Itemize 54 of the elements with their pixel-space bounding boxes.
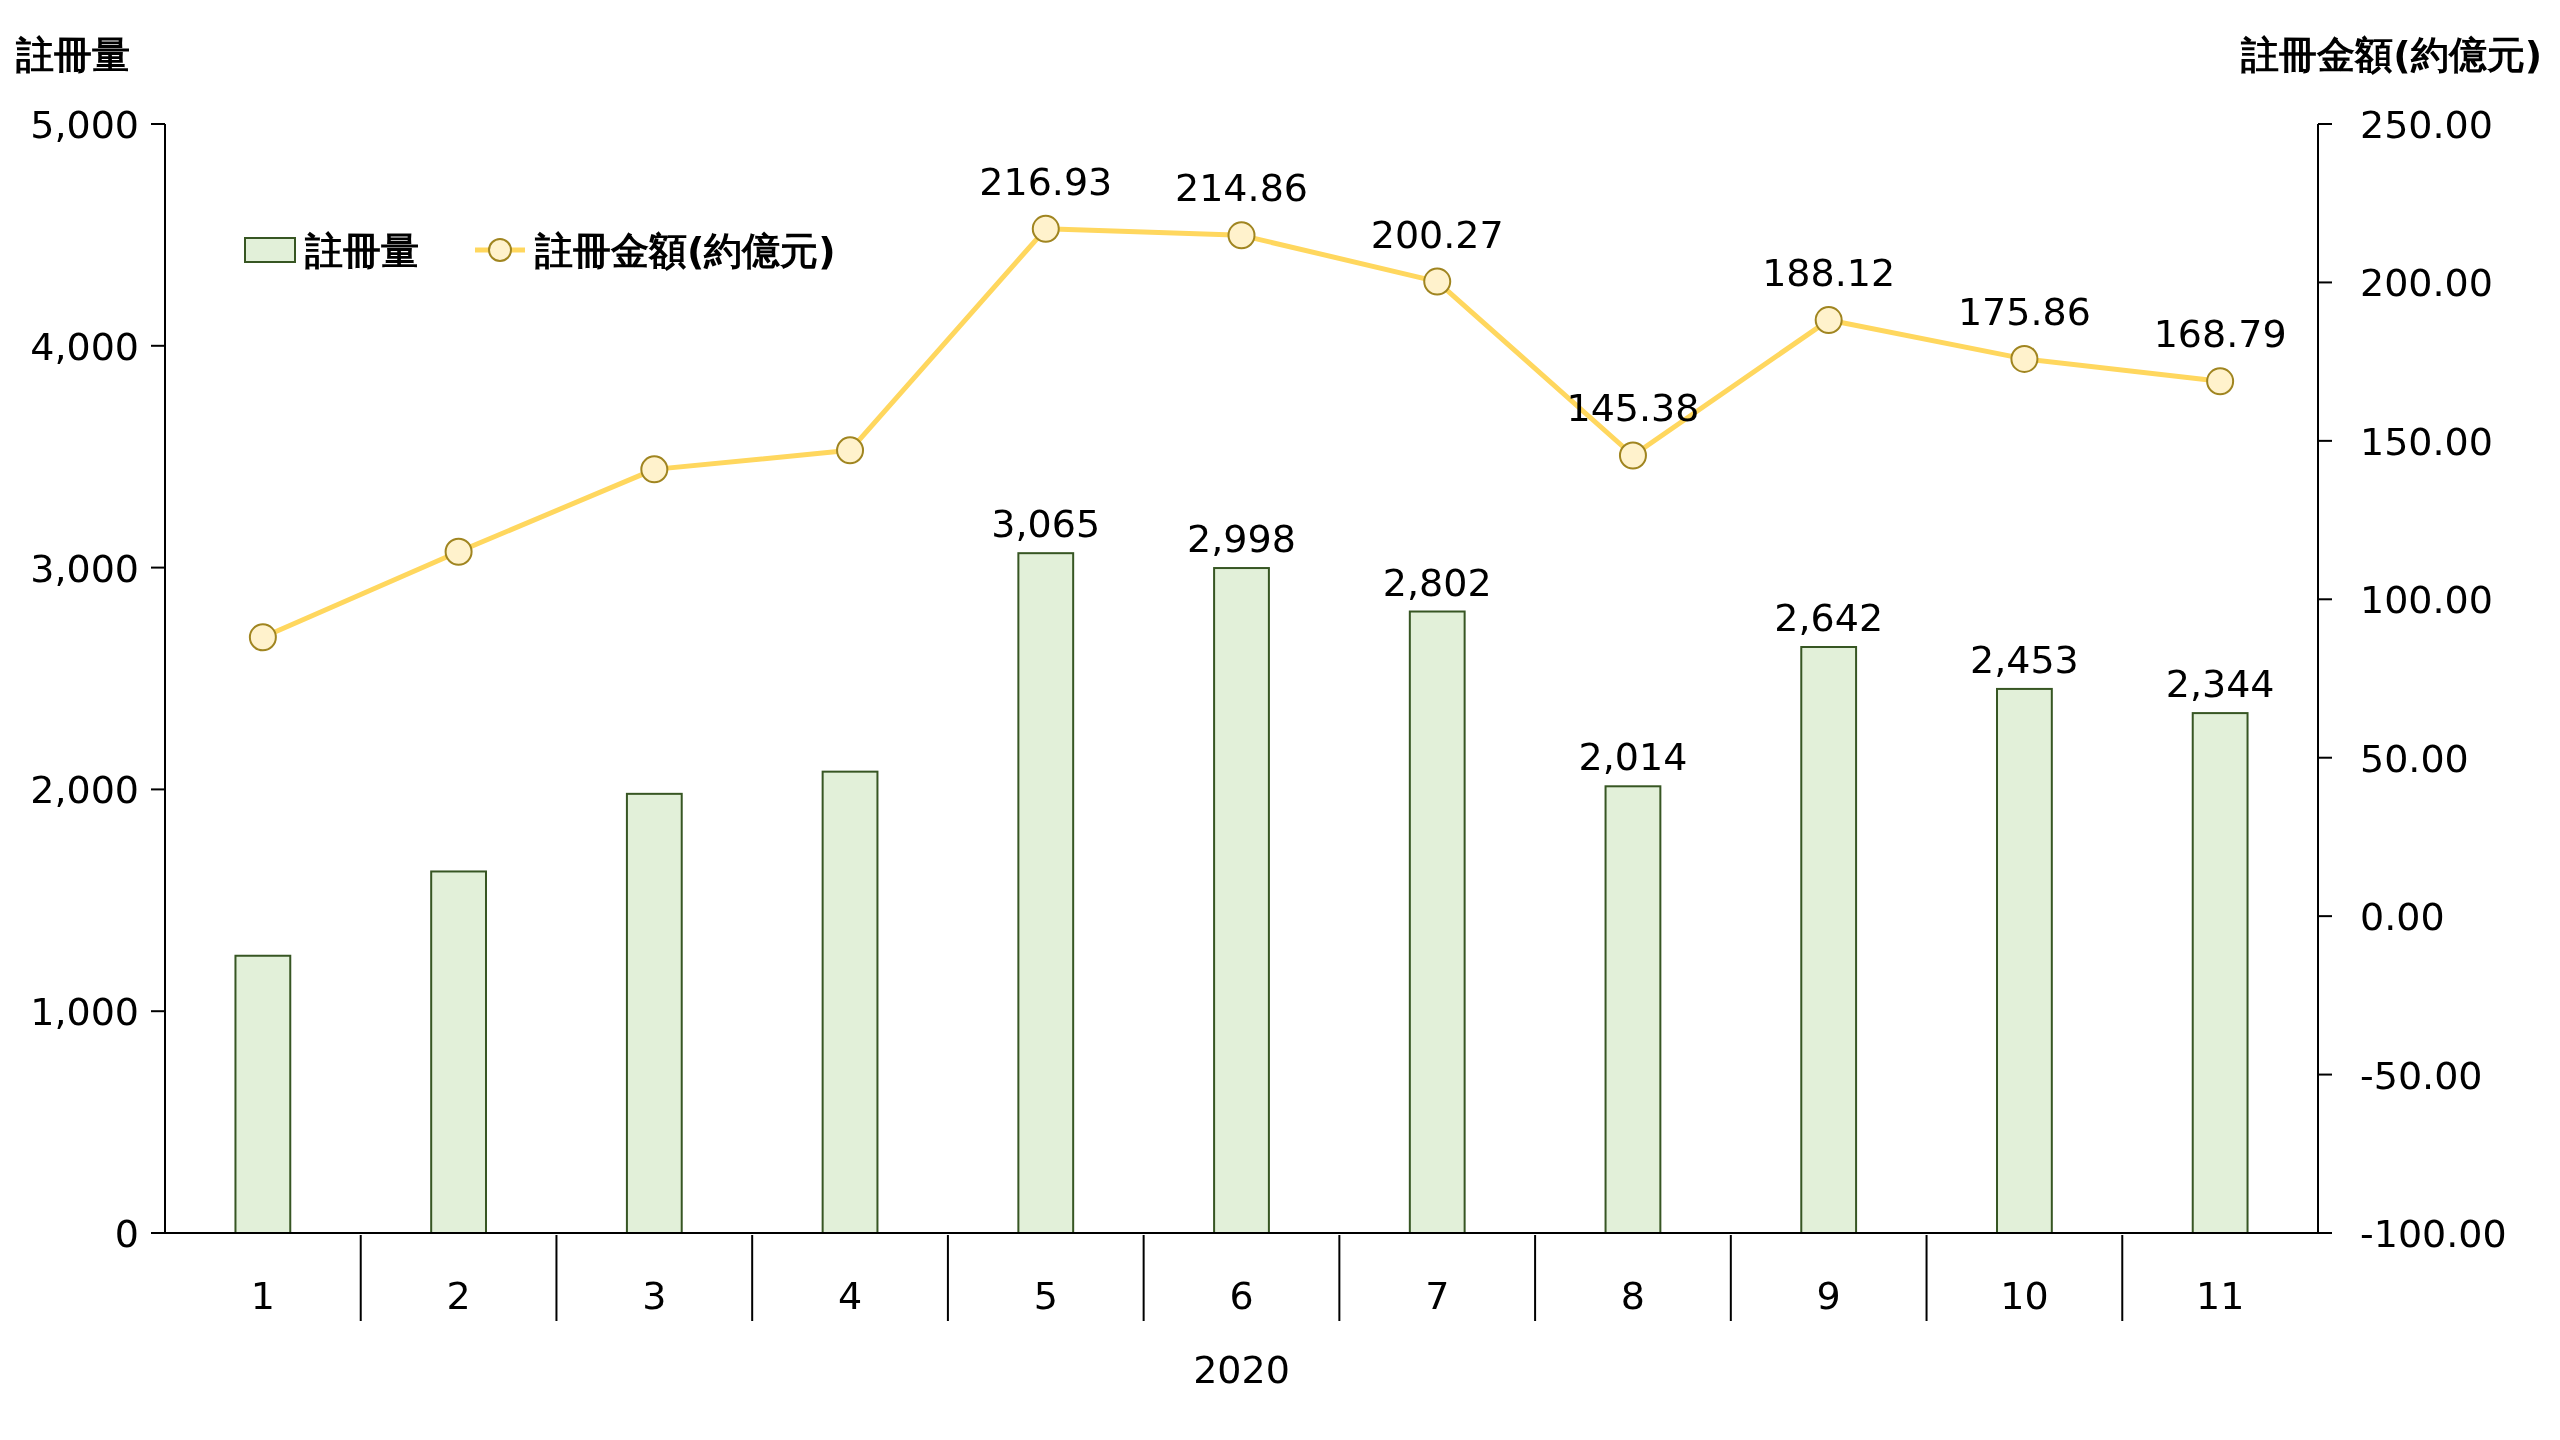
x-tick-label: 3 — [642, 1274, 667, 1318]
x-tick-label: 2 — [446, 1274, 471, 1318]
x-tick-label: 4 — [837, 1274, 863, 1318]
x-tick-label: 6 — [1229, 1274, 1254, 1318]
bar — [1408, 610, 1466, 1234]
y2-tick-label: 200.00 — [2360, 261, 2493, 306]
y-tick-label: 0 — [114, 1212, 139, 1256]
data-label: 200.27 — [1370, 212, 1504, 257]
y2-tick-label: 250.00 — [2360, 103, 2493, 147]
y2-tick-label: -50.00 — [2360, 1053, 2483, 1098]
x-tick-label: 10 — [2000, 1274, 2049, 1318]
bar — [1800, 646, 1858, 1234]
y2-axis-title: 註冊金額(約億元) — [2240, 33, 2542, 77]
bar — [1213, 567, 1270, 1234]
data-label: 2,014 — [1578, 735, 1688, 780]
y-tick-label: 4,000 — [30, 324, 139, 369]
data-label: 188.12 — [1762, 251, 1896, 296]
y2-tick-label: 50.00 — [2360, 736, 2469, 781]
y-axis-title: 註冊量 — [15, 33, 130, 77]
y2-tick-label: 150.00 — [2360, 419, 2493, 464]
data-label: 2,453 — [1970, 637, 2079, 682]
y-tick-label: 2,000 — [30, 768, 139, 813]
y2-tick-label: 100.00 — [2360, 578, 2493, 623]
y-tick-label: 3,000 — [30, 546, 139, 591]
x-tick-label: 11 — [2195, 1274, 2245, 1318]
legend-label: 註冊量 — [304, 229, 419, 273]
data-label: 216.93 — [979, 159, 1113, 204]
y2-tick-label: -100.00 — [2360, 1212, 2507, 1256]
x-axis-title: 2020 — [1193, 1348, 1290, 1392]
y2-tick-label: 0.00 — [2360, 895, 2445, 940]
data-label: 214.86 — [1175, 166, 1308, 211]
bar — [1996, 687, 2053, 1234]
x-tick-label: 9 — [1816, 1274, 1841, 1318]
bar — [1017, 552, 1075, 1234]
x-tick-label: 7 — [1425, 1274, 1450, 1318]
data-label: 2,998 — [1187, 517, 1296, 562]
bar — [430, 870, 487, 1234]
bar — [821, 770, 879, 1234]
bar — [234, 954, 292, 1234]
legend-label: 註冊金額(約億元) — [534, 229, 836, 273]
data-label: 2,344 — [2165, 662, 2275, 707]
x-tick-label: 8 — [1620, 1274, 1646, 1318]
bar — [625, 792, 683, 1234]
y-tick-label: 5,000 — [30, 103, 139, 147]
data-label: 3,065 — [991, 502, 1101, 547]
y-tick-label: 1,000 — [30, 990, 139, 1035]
x-tick-label: 5 — [1033, 1274, 1058, 1318]
data-label: 168.79 — [2153, 312, 2287, 357]
x-tick-label: 1 — [250, 1274, 275, 1318]
bar — [1604, 785, 1662, 1234]
data-label: 175.86 — [1957, 289, 2091, 334]
data-label: 2,802 — [1382, 560, 1492, 605]
bar — [2191, 712, 2249, 1234]
data-label: 2,642 — [1774, 596, 1884, 640]
